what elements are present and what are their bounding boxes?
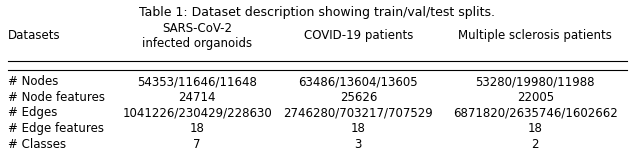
Text: Table 1: Dataset description showing train/val/test splits.: Table 1: Dataset description showing tra…	[140, 6, 495, 19]
Text: 18: 18	[528, 122, 543, 135]
Text: 53280/19980/11988: 53280/19980/11988	[476, 75, 595, 88]
Text: COVID-19 patients: COVID-19 patients	[303, 29, 413, 42]
Text: 2746280/703217/707529: 2746280/703217/707529	[284, 106, 433, 119]
Text: 3: 3	[355, 138, 362, 151]
Text: 1041226/230429/228630: 1041226/230429/228630	[122, 106, 272, 119]
Text: # Classes: # Classes	[8, 138, 66, 151]
Text: 63486/13604/13605: 63486/13604/13605	[298, 75, 418, 88]
Text: 24714: 24714	[179, 91, 216, 104]
Text: 25626: 25626	[340, 91, 377, 104]
Text: 54353/11646/11648: 54353/11646/11648	[138, 75, 257, 88]
Text: 22005: 22005	[516, 91, 554, 104]
Text: # Nodes: # Nodes	[8, 75, 58, 88]
Text: 6871820/2635746/1602662: 6871820/2635746/1602662	[453, 106, 618, 119]
Text: # Node features: # Node features	[8, 91, 105, 104]
Text: SARS-CoV-2
infected organoids: SARS-CoV-2 infected organoids	[142, 21, 252, 50]
Text: 2: 2	[531, 138, 539, 151]
Text: # Edges: # Edges	[8, 106, 57, 119]
Text: Datasets: Datasets	[8, 29, 60, 42]
Text: 18: 18	[351, 122, 365, 135]
Text: Multiple sclerosis patients: Multiple sclerosis patients	[458, 29, 612, 42]
Text: # Edge features: # Edge features	[8, 122, 104, 135]
Text: 18: 18	[190, 122, 205, 135]
Text: 7: 7	[193, 138, 201, 151]
